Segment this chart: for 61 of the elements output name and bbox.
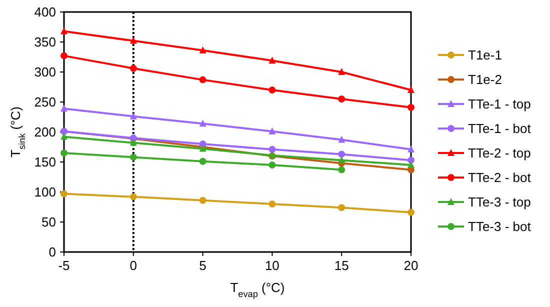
y-tick-label: 150 [34, 154, 56, 170]
point [60, 52, 68, 60]
legend-label: TTe-2 - bot [468, 170, 532, 185]
y-tick-label: 350 [34, 34, 56, 50]
y-tick-label: 0 [48, 244, 56, 260]
point [338, 204, 346, 212]
y-tick-label: 300 [34, 64, 56, 80]
y-tick-label: 200 [34, 124, 56, 140]
point [199, 158, 206, 165]
y-tick-label: 100 [34, 184, 56, 200]
x-tick-label: 10 [264, 258, 280, 273]
point [268, 86, 276, 94]
legend-label: TTe-1 - bot [468, 121, 532, 136]
x-tick-label: 20 [404, 258, 418, 273]
point [268, 56, 276, 64]
point [130, 154, 137, 161]
point [130, 193, 137, 200]
x-tick-label: -5 [58, 258, 70, 273]
point [199, 76, 206, 84]
x-tick-label: 5 [199, 258, 206, 273]
point [338, 96, 346, 102]
point [199, 140, 206, 148]
point [60, 27, 68, 34]
x-tick-label: 0 [130, 258, 138, 273]
point [199, 196, 206, 204]
y-tick-label: 250 [34, 94, 56, 110]
point [60, 104, 68, 112]
legend-label: TTe-2 - top [468, 146, 531, 160]
x-tick-label: 15 [334, 258, 349, 273]
point [130, 138, 137, 146]
y-tick-label: 50 [42, 214, 56, 230]
point [338, 156, 346, 164]
point [408, 161, 414, 168]
point [338, 136, 346, 143]
point [268, 127, 276, 134]
point [408, 156, 414, 164]
point [130, 36, 137, 44]
point [408, 86, 414, 93]
point [408, 104, 414, 111]
legend-label: T1e-2 [468, 72, 502, 87]
legend-label: TTe-3 - bot [468, 219, 532, 234]
point [60, 132, 68, 140]
legend-label: TTe-3 - top [468, 194, 531, 210]
point [60, 150, 68, 156]
point [408, 145, 414, 152]
point [408, 208, 414, 216]
point [268, 146, 276, 153]
point [338, 166, 346, 174]
point [338, 68, 346, 75]
point [130, 112, 137, 120]
legend-label: T1e-1 [468, 48, 502, 62]
point [60, 190, 68, 198]
point [268, 162, 276, 168]
point [199, 120, 206, 127]
point [199, 46, 206, 54]
y-tick-label: 400 [34, 4, 56, 20]
point [130, 64, 137, 72]
legend-label: TTe-1 - top [468, 96, 531, 112]
point [338, 150, 346, 158]
x-axis-title: T$_{evap}$ (°C) [230, 280, 285, 299]
point [268, 200, 276, 208]
